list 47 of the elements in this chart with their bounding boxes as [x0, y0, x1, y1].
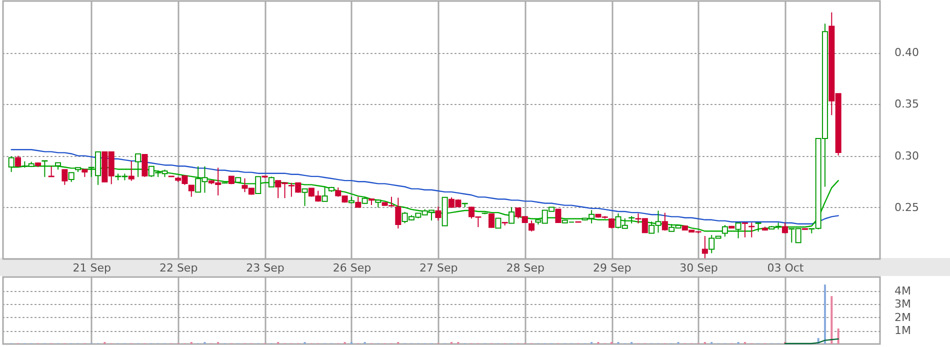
candlestick — [188, 184, 194, 198]
bar — [830, 296, 833, 344]
candlestick — [8, 156, 14, 172]
candlestick — [395, 197, 402, 229]
candlestick — [495, 218, 502, 229]
candlestick — [662, 212, 668, 232]
candlestick — [508, 206, 515, 224]
y-tick-label: 1M — [894, 324, 911, 338]
candlestick — [268, 176, 274, 188]
y-tick-label: 2M — [894, 310, 911, 324]
candlestick — [128, 160, 134, 182]
candlestick — [62, 169, 68, 186]
candlestick — [702, 235, 708, 259]
candlestick — [722, 224, 728, 238]
candlestick — [68, 172, 74, 182]
candlestick — [302, 188, 308, 206]
x-tick-label: 23 Sep — [246, 262, 284, 274]
candlestick — [142, 154, 148, 178]
x-tick-label: 29 Sep — [592, 262, 632, 274]
x-tick-label: 22 Sep — [159, 262, 198, 274]
candlestick — [255, 176, 262, 194]
candlestick — [322, 186, 328, 202]
x-tick-label: 27 Sep — [420, 262, 458, 274]
candlestick — [488, 213, 495, 228]
y-tick-label: 0.40 — [894, 46, 919, 60]
candlestick — [435, 206, 442, 222]
x-tick-label: 28 Sep — [506, 262, 544, 274]
candlestick — [782, 222, 788, 234]
y-tick-label: 3M — [894, 298, 911, 311]
candlestick — [48, 166, 54, 178]
candlestick — [735, 222, 742, 239]
x-tick-label: 26 Sep — [332, 262, 372, 274]
y-tick-label: 4M — [894, 284, 911, 298]
y-tick-label: 0.35 — [894, 98, 919, 111]
candlestick — [355, 196, 362, 208]
x-tick-label: 21 Sep — [72, 262, 111, 274]
candlestick — [15, 155, 22, 168]
x-tick-label: 30 Sep — [680, 262, 718, 274]
bar — [824, 284, 826, 344]
bar — [837, 328, 840, 344]
y-tick-label: 0.25 — [894, 200, 919, 214]
candlestick — [742, 222, 748, 238]
candlestick — [555, 208, 562, 223]
x-tick-label: 03 Oct — [767, 262, 804, 274]
y-tick-label: 0.30 — [894, 149, 919, 162]
candlestick — [528, 220, 535, 232]
candlestick — [135, 153, 142, 178]
